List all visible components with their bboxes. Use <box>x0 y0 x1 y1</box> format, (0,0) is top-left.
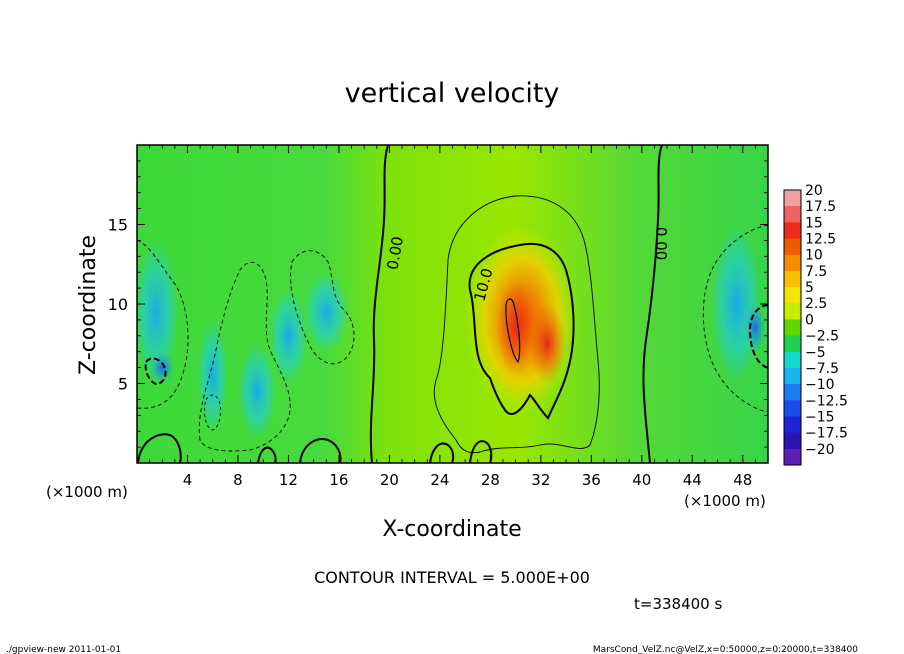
y-axis-label: Z-coordinate <box>76 235 101 375</box>
footer-right: MarsCond_VelZ.nc@VelZ,x=0:50000,z=0:2000… <box>593 645 858 654</box>
x-tick-label: 32 <box>531 471 550 489</box>
colorbar-label: −7.5 <box>805 361 839 377</box>
field-blob-neg-3 <box>237 343 276 440</box>
contour-zero-bottom-2 <box>299 438 342 463</box>
field-blob-neg-0 <box>137 240 179 384</box>
contour-neg-ten-left <box>144 357 167 386</box>
contour-label-2: 0.00 <box>652 227 670 260</box>
x-tick-label: 36 <box>582 471 601 489</box>
colorbar-label: 2.5 <box>805 296 827 312</box>
chart-title: vertical velocity <box>345 78 560 109</box>
colorbar-label: 5 <box>805 280 814 296</box>
colorbar-label: −17.5 <box>805 426 848 442</box>
contour-zero-bottom-4 <box>469 440 493 463</box>
x-unit-right: (×1000 m) <box>684 492 766 510</box>
colorbar-label: −15 <box>805 409 835 425</box>
colorbar-frame <box>783 189 802 466</box>
contour-fifteen <box>505 298 521 364</box>
colorbar-swatch <box>784 384 801 401</box>
x-tick-label: 12 <box>279 471 298 489</box>
colorbar-swatch <box>784 222 801 240</box>
colorbar-swatch <box>784 270 801 288</box>
x-axis-label: X-coordinate <box>382 517 521 542</box>
contour-neg-mid <box>198 261 291 452</box>
contour-zero-bottom <box>137 433 182 463</box>
contour-neg-mid-2 <box>290 250 355 365</box>
contour-five <box>433 195 600 454</box>
x-tick-label: 44 <box>683 471 702 489</box>
colorbar-swatch <box>784 287 801 304</box>
field-blob-pos-9 <box>496 280 535 376</box>
colorbar-swatch <box>784 367 801 385</box>
contour-zero-bottom-3 <box>429 442 455 463</box>
x-tick-label: 16 <box>329 471 348 489</box>
colorbar-label: 10 <box>805 248 823 264</box>
x-tick-label: 40 <box>632 471 651 489</box>
colorbar-swatch <box>784 319 801 337</box>
colorbar-swatch <box>784 400 801 417</box>
colorbar-label: 15 <box>805 215 823 231</box>
y-tick-label: 15 <box>108 216 128 235</box>
colorbar-swatch <box>784 303 801 320</box>
x-tick-label: 24 <box>430 471 449 489</box>
contour-zero-right <box>642 145 663 463</box>
colorbar-label: 7.5 <box>805 264 827 280</box>
colorbar-label: −2.5 <box>805 329 839 345</box>
contour-neg-left <box>137 239 189 409</box>
x-tick-label: 8 <box>233 471 243 489</box>
colorbar-swatch <box>784 190 801 207</box>
colorbar-label: 12.5 <box>805 232 836 248</box>
y-tick-label: 10 <box>108 295 128 314</box>
y-tick-label: 5 <box>118 375 128 394</box>
x-unit-left: (×1000 m) <box>46 483 128 501</box>
colorbar-label: 17.5 <box>805 199 836 215</box>
colorbar-label: 20 <box>805 183 823 199</box>
colorbar-swatch <box>784 351 801 369</box>
field-blob-neg-2 <box>197 319 228 432</box>
field-blob-neg-5 <box>303 272 350 352</box>
contour-label-0: 0.00 <box>383 235 407 271</box>
colorbar: 2017.51512.5107.552.50−2.5−5−7.5−10−12.5… <box>783 183 848 466</box>
field-blob-neg-4 <box>269 288 308 384</box>
field-blob-neg-7 <box>745 302 766 354</box>
time-text: t=338400 s <box>634 595 722 613</box>
x-tick-label: 48 <box>733 471 752 489</box>
colorbar-swatch <box>784 206 801 223</box>
colorbar-label: −10 <box>805 377 835 393</box>
colorbar-swatch <box>784 448 801 466</box>
colorbar-label: −5 <box>805 345 826 361</box>
colorbar-swatch <box>784 238 801 256</box>
colorbar-label: −20 <box>805 442 835 458</box>
contour-ten <box>468 242 575 420</box>
contour-neg-small <box>203 394 221 431</box>
x-tick-label: 4 <box>183 471 193 489</box>
plot-background <box>137 145 768 463</box>
colorbar-label: −12.5 <box>805 393 848 409</box>
x-tick-label: 28 <box>481 471 500 489</box>
colorbar-swatch <box>784 416 801 434</box>
colorbar-swatch <box>784 254 801 272</box>
x-tick-label: 20 <box>380 471 399 489</box>
contour-neg-ten-right <box>748 304 768 369</box>
footer-left: ./gpview-new 2011-01-01 <box>6 645 121 654</box>
contour-neg-right <box>702 224 768 413</box>
contour-interval-text: CONTOUR INTERVAL = 5.000E+00 <box>314 568 590 587</box>
field-blob-neg-1 <box>149 351 175 384</box>
field-blob-pos-10 <box>528 304 567 384</box>
colorbar-swatch <box>784 335 801 353</box>
colorbar-swatch <box>784 432 801 450</box>
contour-zero-left <box>369 145 389 463</box>
colorbar-label: 0 <box>805 312 814 328</box>
